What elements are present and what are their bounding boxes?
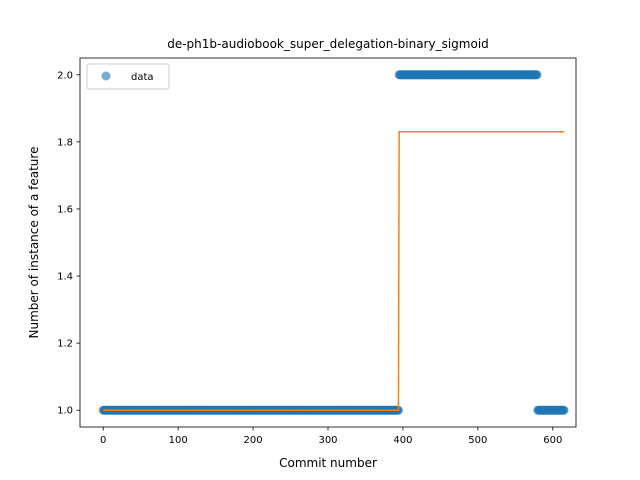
data-point	[532, 70, 542, 80]
x-tick-label: 500	[468, 435, 487, 446]
scatter-segment	[394, 70, 542, 80]
y-tick-label: 1.6	[57, 204, 73, 215]
x-tick-label: 300	[318, 435, 337, 446]
y-tick-label: 1.0	[57, 406, 73, 417]
axis-ticks: 0 100 200 300 400 500 600 1.0 1.2 1.4 1.6 1.8 2.0	[57, 70, 562, 446]
x-tick-label: 0	[100, 435, 106, 446]
y-axis-label: Number of instance of a feature	[27, 147, 41, 339]
plot-area	[98, 70, 569, 415]
chart-title: de-ph1b-audiobook_super_delegation-binar…	[167, 37, 489, 51]
x-tick-label: 600	[543, 435, 562, 446]
fitted-line	[103, 131, 565, 411]
data-point	[559, 405, 569, 415]
y-tick-label: 1.8	[57, 137, 73, 148]
legend: data	[86, 63, 170, 90]
y-tick-label: 1.4	[57, 272, 73, 283]
y-tick-label: 1.2	[57, 339, 73, 350]
x-axis-label: Commit number	[279, 456, 377, 470]
scatter-segment	[533, 405, 569, 415]
legend-box	[86, 63, 170, 90]
legend-label-data: data	[131, 72, 154, 83]
x-tick-label: 100	[169, 435, 188, 446]
x-tick-label: 200	[244, 435, 263, 446]
x-tick-label: 400	[393, 435, 412, 446]
legend-marker-data	[101, 71, 111, 81]
y-tick-label: 2.0	[57, 70, 73, 81]
